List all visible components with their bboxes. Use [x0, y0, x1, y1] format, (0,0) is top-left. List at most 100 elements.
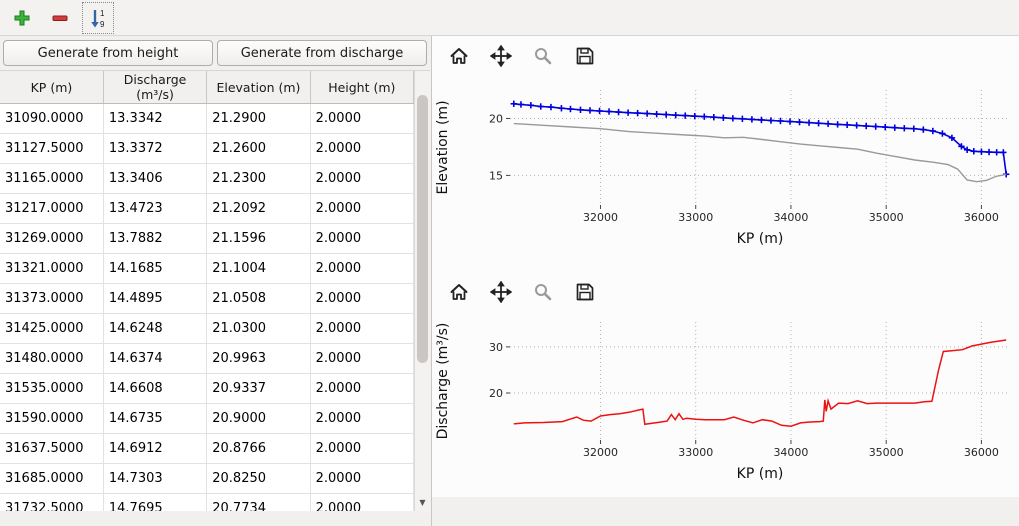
save-button[interactable]: [570, 41, 600, 71]
svg-text:1: 1: [100, 9, 105, 18]
pan-button[interactable]: [486, 277, 516, 307]
elevation-chart[interactable]: 32000 33000 34000 35000 36000 15 20 KP (m) Eleva…: [432, 76, 1019, 272]
table-cell[interactable]: 13.3372: [103, 133, 208, 164]
magnifier-icon: [535, 48, 552, 65]
table-cell[interactable]: 21.2300: [206, 163, 311, 194]
table-cell[interactable]: 31090.0000: [0, 103, 104, 134]
scrollbar-down-arrow[interactable]: ▼: [419, 498, 426, 507]
table-cell[interactable]: 21.0508: [206, 283, 311, 314]
table-cell[interactable]: 20.9000: [206, 403, 311, 434]
table-cell[interactable]: 21.1596: [206, 223, 311, 254]
table-cell[interactable]: 21.0300: [206, 313, 311, 344]
table-cell[interactable]: 14.7695: [103, 493, 208, 511]
table-cell[interactable]: 31269.0000: [0, 223, 104, 254]
table-cell[interactable]: 2.0000: [310, 373, 415, 404]
table-cell[interactable]: 2.0000: [310, 403, 415, 434]
table-row: 31425.0000 14.6248 21.0300 2.0000: [0, 313, 415, 344]
table-cell[interactable]: 13.3406: [103, 163, 208, 194]
table-cell[interactable]: 31480.0000: [0, 343, 104, 374]
table-cell[interactable]: 13.4723: [103, 193, 208, 224]
zoom-button[interactable]: [528, 277, 558, 307]
table-cell[interactable]: 13.7882: [103, 223, 208, 254]
table-cell[interactable]: 14.6735: [103, 403, 208, 434]
minus-icon: [52, 15, 68, 21]
table-cell[interactable]: 14.1685: [103, 253, 208, 284]
table-cell[interactable]: 31637.5000: [0, 433, 104, 464]
table-cell[interactable]: 31217.0000: [0, 193, 104, 224]
svg-text:9: 9: [100, 20, 105, 29]
table-cell[interactable]: 31732.5000: [0, 493, 104, 511]
home-button[interactable]: [444, 277, 474, 307]
generate-from-discharge-button[interactable]: Generate from discharge: [217, 40, 427, 66]
table-cell[interactable]: 31590.0000: [0, 403, 104, 434]
save-button[interactable]: [570, 277, 600, 307]
table-cell[interactable]: 14.6248: [103, 313, 208, 344]
table-row: 31480.0000 14.6374 20.9963 2.0000: [0, 343, 415, 374]
column-header[interactable]: Elevation (m): [206, 71, 311, 104]
table-cell[interactable]: 2.0000: [310, 193, 415, 224]
table-cell[interactable]: 20.8250: [206, 463, 311, 494]
table-cell[interactable]: 31321.0000: [0, 253, 104, 284]
plus-icon: [14, 10, 30, 25]
table-cell[interactable]: 2.0000: [310, 133, 415, 164]
table-cell[interactable]: 2.0000: [310, 253, 415, 284]
table-row: 31373.0000 14.4895 21.0508 2.0000: [0, 283, 415, 314]
remove-row-button[interactable]: [46, 4, 74, 32]
table-cell[interactable]: 20.9963: [206, 343, 311, 374]
table-scrollbar[interactable]: ▼: [414, 71, 430, 511]
plots-panel: 32000 33000 34000 35000 36000 15 20 KP (m) Eleva…: [431, 36, 1019, 526]
table-cell[interactable]: 14.6374: [103, 343, 208, 374]
table-cell[interactable]: 13.3342: [103, 103, 208, 134]
table-cell[interactable]: 21.1004: [206, 253, 311, 284]
table-cell[interactable]: 14.7303: [103, 463, 208, 494]
table-cell[interactable]: 14.6912: [103, 433, 208, 464]
table-cell[interactable]: 21.2900: [206, 103, 311, 134]
table-cell[interactable]: 14.4895: [103, 283, 208, 314]
column-header[interactable]: Height (m): [310, 71, 415, 104]
table-cell[interactable]: 2.0000: [310, 163, 415, 194]
table-cell[interactable]: 31127.5000: [0, 133, 104, 164]
table-cell[interactable]: 31685.0000: [0, 463, 104, 494]
svg-text:36000: 36000: [964, 446, 999, 459]
table-cell[interactable]: 20.9337: [206, 373, 311, 404]
pan-button[interactable]: [486, 41, 516, 71]
table-cell[interactable]: 2.0000: [310, 313, 415, 344]
svg-text:20: 20: [489, 387, 503, 400]
generate-from-height-button[interactable]: Generate from height: [3, 40, 213, 66]
svg-text:15: 15: [489, 169, 503, 182]
zoom-button[interactable]: [528, 41, 558, 71]
table-cell[interactable]: 31165.0000: [0, 163, 104, 194]
table-cell[interactable]: 20.8766: [206, 433, 311, 464]
svg-text:32000: 32000: [583, 446, 618, 459]
table-cell[interactable]: 2.0000: [310, 223, 415, 254]
table-cell[interactable]: 20.7734: [206, 493, 311, 511]
table-header-row: KP (m) Discharge (m³/s) Elevation (m) Heigh…: [0, 71, 415, 104]
table-cell[interactable]: 2.0000: [310, 343, 415, 374]
table-cell[interactable]: 2.0000: [310, 103, 415, 134]
table-row: 31535.0000 14.6608 20.9337 2.0000: [0, 373, 415, 404]
table-cell[interactable]: 21.2600: [206, 133, 311, 164]
table-row: 31127.5000 13.3372 21.2600 2.0000: [0, 133, 415, 164]
home-button[interactable]: [444, 41, 474, 71]
table-cell[interactable]: 14.6608: [103, 373, 208, 404]
scrollbar-thumb[interactable]: [417, 95, 428, 363]
table-cell[interactable]: 31535.0000: [0, 373, 104, 404]
pan-icon: [490, 45, 512, 67]
table-cell[interactable]: 2.0000: [310, 433, 415, 464]
table-cell[interactable]: 21.2092: [206, 193, 311, 224]
table-cell[interactable]: 2.0000: [310, 283, 415, 314]
sort-rows-button[interactable]: 1 9: [82, 1, 114, 34]
column-header[interactable]: Discharge (m³/s): [103, 71, 208, 104]
table-row: 31090.0000 13.3342 21.2900 2.0000: [0, 103, 415, 134]
discharge-plot-toolbar: [432, 272, 1019, 312]
column-header[interactable]: KP (m): [0, 71, 104, 104]
discharge-chart[interactable]: 32000 33000 34000 35000 36000 20 30 KP (m) Disch…: [432, 312, 1019, 497]
table-cell[interactable]: 2.0000: [310, 493, 415, 511]
table-row: 31685.0000 14.7303 20.8250 2.0000: [0, 463, 415, 494]
add-row-button[interactable]: [8, 4, 36, 32]
table-row: 31590.0000 14.6735 20.9000 2.0000: [0, 403, 415, 434]
table-row: 31321.0000 14.1685 21.1004 2.0000: [0, 253, 415, 284]
table-cell[interactable]: 31373.0000: [0, 283, 104, 314]
table-cell[interactable]: 31425.0000: [0, 313, 104, 344]
table-cell[interactable]: 2.0000: [310, 463, 415, 494]
